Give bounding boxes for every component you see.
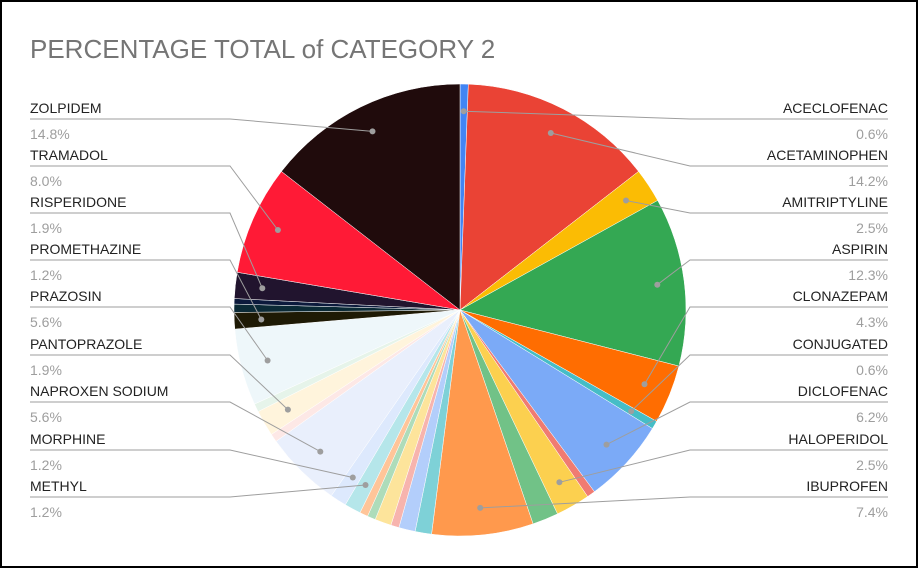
leader-line [30,354,289,410]
slice-label: ACECLOFENAC [783,100,888,116]
leader-line [463,110,888,120]
slice-percent: 1.9% [30,362,62,378]
slice-label: PANTOPRAZOLE [30,336,142,352]
leader-line [559,449,888,483]
slice-label: ACETAMINOPHEN [767,147,888,163]
slice-percent: 1.2% [30,504,62,520]
slice-percent: 0.6% [856,362,888,378]
slice-label: TRAMADOL [30,147,108,163]
leader-line [550,132,888,167]
slice-percent: 2.5% [856,457,888,473]
leader-line [656,259,888,286]
slice-percent: 7.4% [856,504,888,520]
slice-percent: 14.2% [848,173,888,189]
slice-label: IBUPROFEN [806,478,888,494]
pie-slice [281,83,461,311]
pie-slices [233,83,687,537]
slice-percent: 5.6% [30,409,62,425]
slice-percent: 1.9% [30,220,62,236]
slice-label: CLONAZEPAM [793,288,888,304]
slice-label: PROMETHAZINE [30,241,141,257]
slice-percent: 1.2% [30,457,62,473]
slice-percent: 14.8% [30,126,70,142]
slice-percent: 6.2% [856,409,888,425]
leader-line [30,259,262,320]
slice-label: CONJUGATED [793,336,888,352]
pie-slice [459,200,687,367]
leader-line [625,200,888,214]
leader-line [30,212,263,289]
chart-title: PERCENTAGE TOTAL of CATEGORY 2 [30,34,495,64]
pie-slice [459,83,639,311]
leader-line [30,449,353,478]
slice-percent: 0.6% [856,126,888,142]
pie-slice [431,309,534,537]
slice-label: NAPROXEN SODIUM [30,383,168,399]
slice-label: METHYL [30,478,87,494]
leader-lines [30,108,888,511]
leader-line [480,496,888,509]
slice-label: ASPIRIN [832,241,888,257]
slice-labels: ACECLOFENAC 0.6% ACETAMINOPHEN 14.2% AMITRIP… [30,100,888,520]
leader-line [630,354,888,412]
slice-label: PRAZOSIN [30,288,102,304]
slice-label: RISPERIDONE [30,194,126,210]
leader-line [30,306,269,361]
slice-percent: 8.0% [30,173,62,189]
pie-slice [236,171,461,311]
leader-line [30,118,373,132]
leader-line [606,401,888,446]
slice-percent: 5.6% [30,314,62,330]
leader-line [644,306,888,385]
leader-line [30,484,366,498]
slice-label: MORPHINE [30,431,105,447]
slice-percent: 1.2% [30,267,62,283]
leader-line [30,401,321,453]
leader-line [30,165,279,231]
slice-label: HALOPERIDOL [788,431,888,447]
slice-percent: 2.5% [856,220,888,236]
slice-label: ZOLPIDEM [30,100,102,116]
slice-percent: 4.3% [856,314,888,330]
slice-label: AMITRIPTYLINE [782,194,888,210]
slice-percent: 12.3% [848,267,888,283]
slice-label: DICLOFENAC [798,383,888,399]
